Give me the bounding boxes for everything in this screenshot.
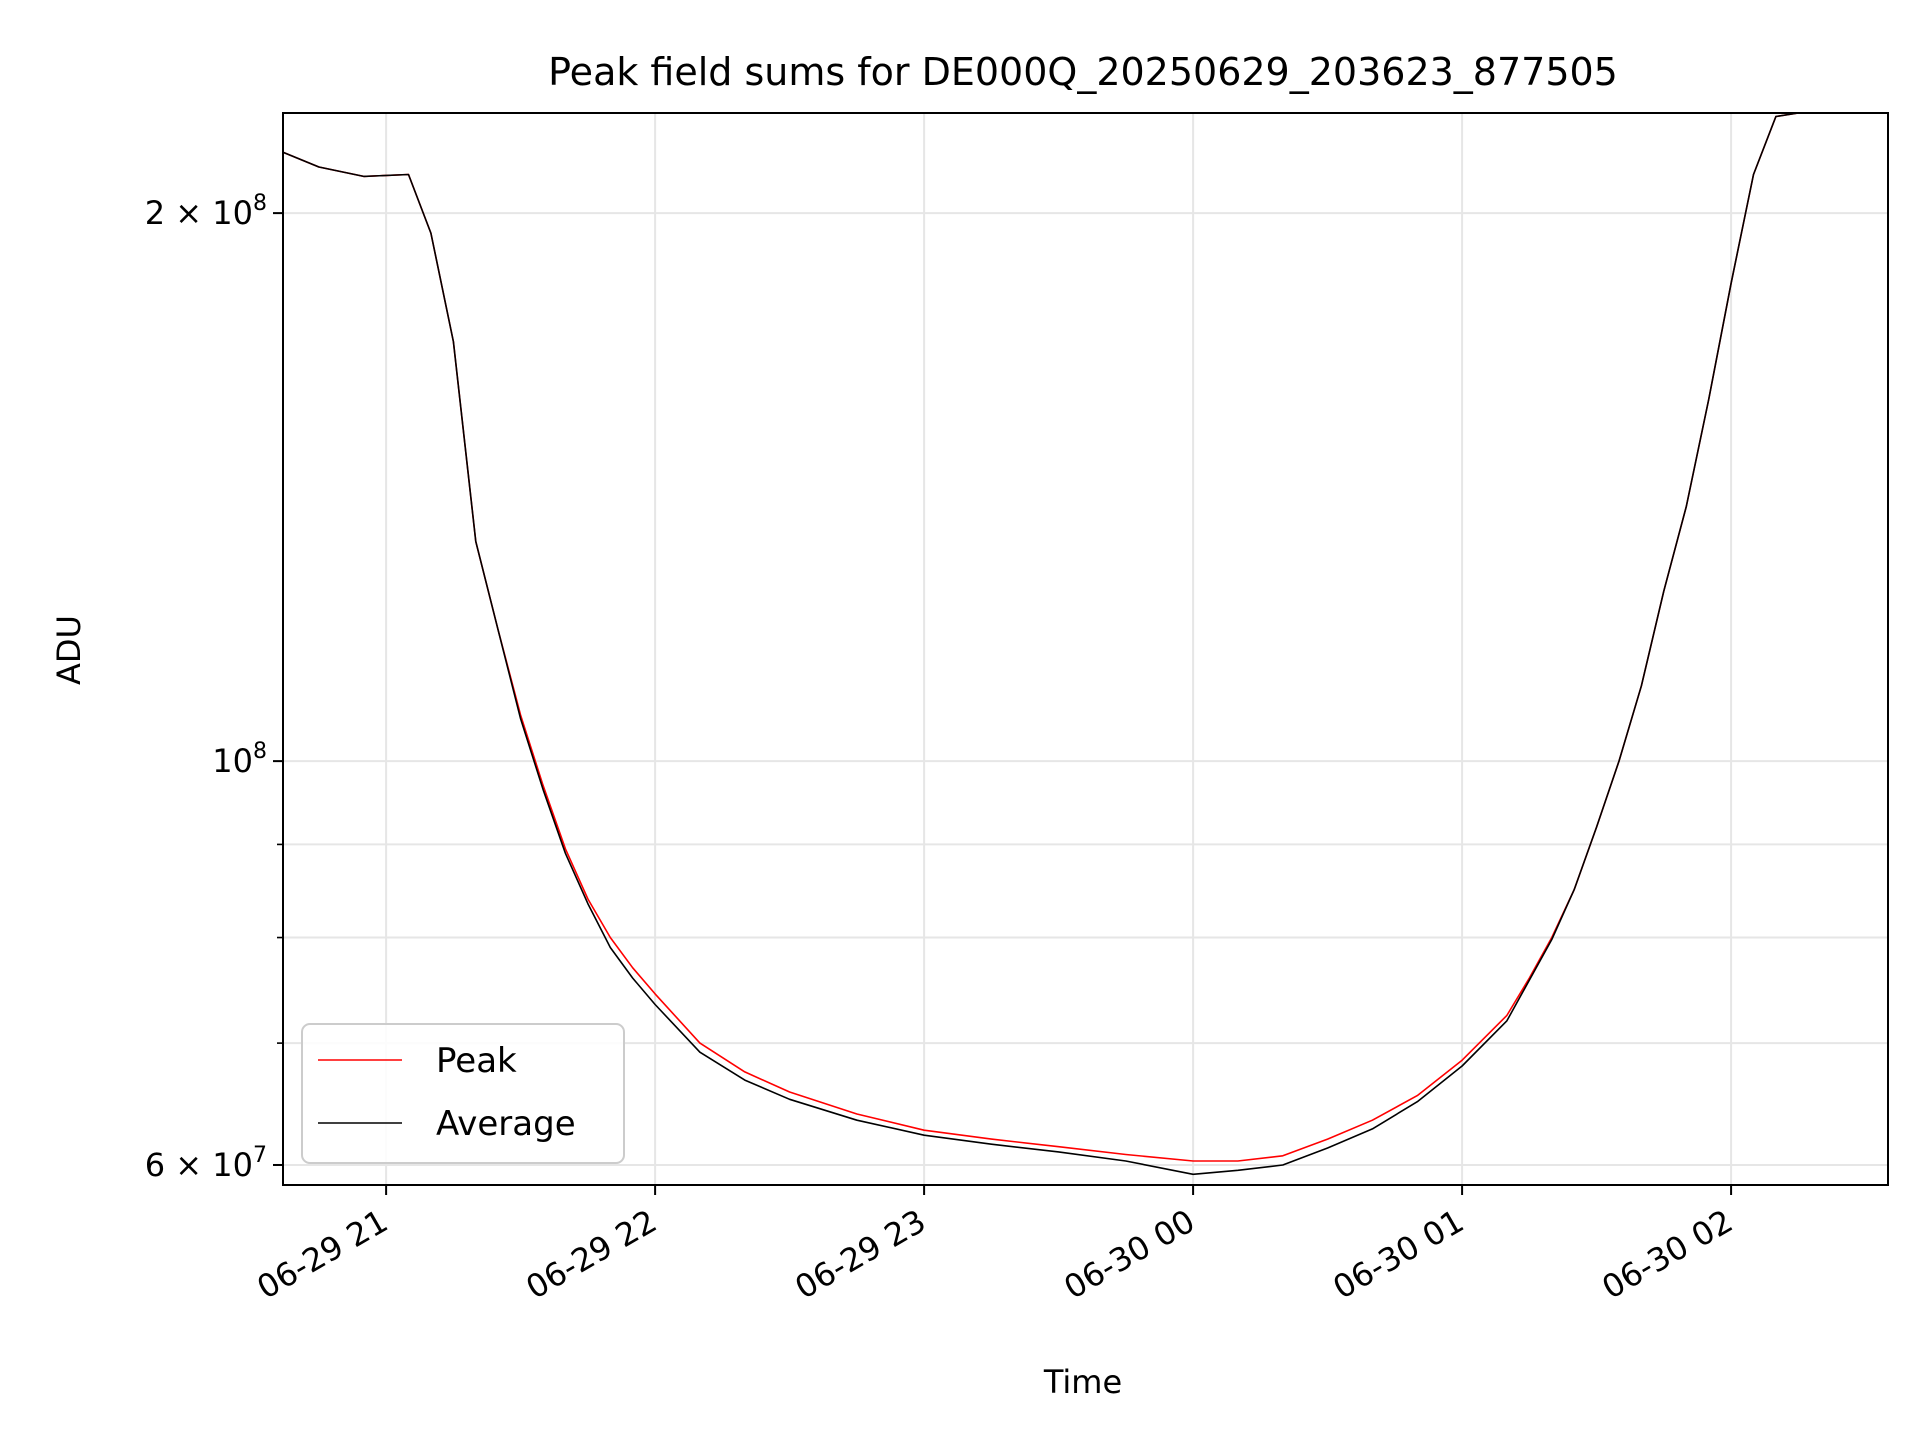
y-axis-label: ADU (50, 615, 88, 685)
y-tick-label: 6 × 107 (145, 1143, 267, 1184)
x-axis-label: Time (1043, 1363, 1122, 1401)
series-lines (282, 112, 1799, 1176)
chart-title: Peak field sums for DE000Q_20250629_2036… (548, 50, 1618, 94)
legend-label-peak: Peak (436, 1041, 517, 1081)
y-tick-label: 2 × 108 (145, 191, 267, 232)
y-axis: 6 × 107 108 2 × 108 (145, 191, 283, 1184)
legend-label-average: Average (436, 1104, 576, 1144)
legend-box (301, 1023, 625, 1164)
grid (283, 113, 1888, 1185)
plot-frame (282, 112, 1889, 1186)
y-tick-label: 108 (212, 739, 267, 780)
series-line-average (282, 112, 1799, 1176)
legend: Peak Average (301, 1023, 625, 1164)
